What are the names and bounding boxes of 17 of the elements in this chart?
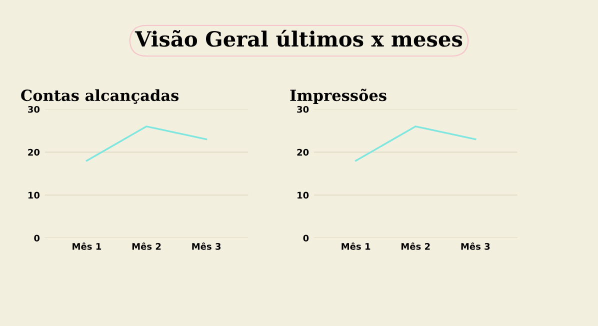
y-tick-label: 10 — [28, 192, 40, 199]
y-tick-label: 0 — [303, 234, 309, 242]
x-tick-label: Mês 2 — [132, 242, 161, 250]
x-tick-label: Mês 3 — [192, 242, 221, 250]
y-tick-label: 10 — [298, 192, 309, 199]
x-tick-label: Mês 3 — [461, 242, 490, 250]
text: Visão Geral últimos x meses — [134, 30, 462, 47]
y-tick-label: 0 — [34, 234, 40, 242]
x-tick-label: Mês 2 — [401, 242, 430, 250]
chart-title: Impressões — [290, 88, 386, 104]
y-tick-label: 20 — [297, 148, 309, 156]
y-tick-label: 30 — [297, 106, 309, 113]
x-tick-label: Mês 1 — [342, 242, 370, 250]
y-tick-label: 30 — [28, 106, 40, 113]
y-tick-label: 20 — [28, 148, 40, 156]
x-tick-label: Mês 1 — [72, 242, 102, 250]
chart-title: Contas alcançadas — [21, 89, 179, 104]
